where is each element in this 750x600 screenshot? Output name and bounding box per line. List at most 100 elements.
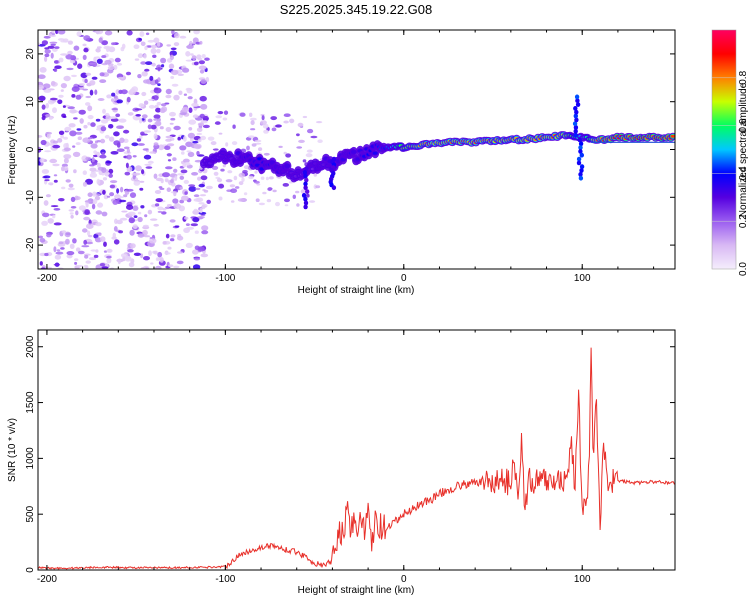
spectrogram-noise-blob — [121, 210, 128, 213]
x-tick-label: -200 — [37, 273, 57, 284]
spectrogram-noise-blob — [84, 266, 89, 269]
spectrogram-noise-blob — [199, 95, 207, 102]
spectrogram-noise-blob — [249, 112, 253, 118]
spectrogram-noise-blob — [263, 152, 270, 156]
spectrogram-noise-blob — [258, 202, 265, 206]
spectrogram-noise-blob — [101, 152, 105, 156]
spectrogram-noise-blob — [41, 40, 49, 46]
spectrogram-noise-blob — [216, 178, 223, 183]
spectrogram-noise-blob — [110, 180, 118, 184]
spectrogram-noise-blob — [113, 226, 118, 232]
spectrogram-noise-blob — [60, 134, 64, 139]
spectrogram-noise-blob — [168, 264, 174, 268]
spectrogram-noise-blob — [52, 140, 59, 144]
spectrogram-ridge-core — [372, 151, 378, 155]
spectrogram-noise-blob — [164, 178, 169, 182]
spectrogram-noise-blob — [157, 83, 161, 86]
spectrogram-noise-blob — [82, 181, 88, 187]
spectrogram-spike — [303, 204, 308, 210]
spectrogram-noise-blob — [124, 255, 132, 262]
spectrogram-noise-blob — [53, 222, 62, 226]
spectrogram-noise-blob — [238, 181, 244, 186]
spectrogram-noise-blob — [127, 249, 134, 253]
spectrogram-noise-blob — [141, 114, 148, 119]
x-tick-label: 100 — [574, 574, 591, 585]
spectrogram-noise-blob — [65, 179, 71, 183]
spectrogram-noise-blob — [188, 119, 197, 125]
spectrogram-noise-blob — [97, 98, 105, 101]
spectrogram-noise-blob — [104, 112, 110, 117]
spectrogram-noise-blob — [193, 143, 202, 150]
spectrogram-noise-blob — [44, 56, 48, 62]
spectrogram-noise-blob — [185, 51, 191, 57]
spectrogram-noise-blob — [39, 67, 47, 73]
spectrogram-noise-blob — [54, 254, 62, 260]
spectrogram-noise-blob — [100, 126, 107, 132]
spectrogram-noise-blob — [116, 63, 123, 66]
spectrogram-noise-blob — [186, 44, 194, 49]
spectrogram-noise-blob — [99, 79, 107, 83]
spectrogram-noise-blob — [152, 95, 159, 101]
spectrogram-noise-blob — [202, 124, 210, 129]
spectrogram-noise-blob — [148, 104, 155, 109]
spectrogram-ridge-core — [220, 151, 226, 155]
y-tick-label: 1000 — [25, 447, 36, 470]
spectrogram-noise-blob — [39, 238, 46, 243]
spectrogram-xlabel: Height of straight line (km) — [298, 285, 415, 296]
spectrogram-noise-blob — [204, 57, 210, 61]
spectrogram-noise-blob — [60, 89, 64, 92]
spectrogram-noise-blob — [46, 133, 51, 139]
spectrogram-noise-blob — [57, 38, 65, 41]
spectrogram-noise-blob — [289, 118, 295, 124]
spectrogram-noise-blob — [143, 79, 150, 84]
spectrogram-noise-blob — [198, 211, 207, 215]
spectrogram-noise-blob — [73, 169, 77, 174]
spectrogram-noise-blob — [262, 191, 267, 195]
spectrogram-noise-blob — [42, 83, 51, 89]
spectrogram-noise-blob — [169, 219, 176, 223]
spectrogram-noise-blob — [69, 212, 74, 215]
spectrogram-noise-blob — [87, 192, 93, 197]
spectrogram-noise-blob — [101, 40, 108, 46]
spectrogram-noise-blob — [110, 118, 119, 122]
spectrogram-noise-blob — [262, 123, 269, 129]
spectrogram-noise-blob — [149, 151, 156, 154]
spectrogram-noise-blob — [192, 114, 199, 119]
spectrogram-noise-blob — [137, 53, 144, 59]
spectrogram-noise-blob — [92, 191, 97, 197]
spectrogram-noise-blob — [82, 228, 88, 233]
spectrogram-noise-blob — [206, 199, 211, 204]
spectrogram-noise-blob — [188, 107, 193, 113]
spectrogram-noise-blob — [99, 154, 107, 159]
spectrogram-noise-blob — [82, 88, 89, 91]
spectrogram-noise-blob — [93, 150, 97, 154]
spectrogram-spike — [572, 121, 578, 127]
spectrogram-noise-blob — [104, 171, 110, 177]
spectrogram-noise-blob — [198, 65, 207, 70]
spectrogram-noise-blob — [282, 183, 289, 187]
spectrogram-noise-blob — [232, 124, 236, 129]
spectrogram-noise-blob — [61, 230, 67, 234]
spectrogram-noise-blob — [193, 30, 200, 35]
spectrogram-noise-blob — [139, 180, 145, 183]
spectrogram-noise-blob — [131, 172, 140, 176]
spectrogram-noise-blob — [104, 30, 113, 36]
spectrogram-noise-blob — [105, 160, 112, 164]
spectrogram-noise-blob — [213, 171, 219, 176]
spectrogram-noise-blob — [133, 252, 141, 256]
spectrogram-noise-blob — [61, 163, 68, 168]
spectrogram-noise-blob — [89, 80, 96, 86]
spectrogram-noise-blob — [254, 139, 262, 143]
spectrogram-noise-blob — [107, 65, 115, 71]
spectrogram-noise-blob — [93, 254, 99, 258]
spectrogram-noise-blob — [200, 79, 207, 84]
spectrogram-noise-blob — [154, 79, 159, 85]
spectrogram-noise-blob — [162, 241, 167, 245]
spectrogram-noise-blob — [138, 117, 143, 124]
x-tick-label: 0 — [401, 574, 407, 585]
spectrogram-noise-blob — [75, 142, 81, 146]
spectrogram-noise-blob — [145, 32, 150, 36]
spectrogram-noise-blob — [106, 255, 112, 259]
spectrogram-noise-blob — [101, 55, 107, 58]
